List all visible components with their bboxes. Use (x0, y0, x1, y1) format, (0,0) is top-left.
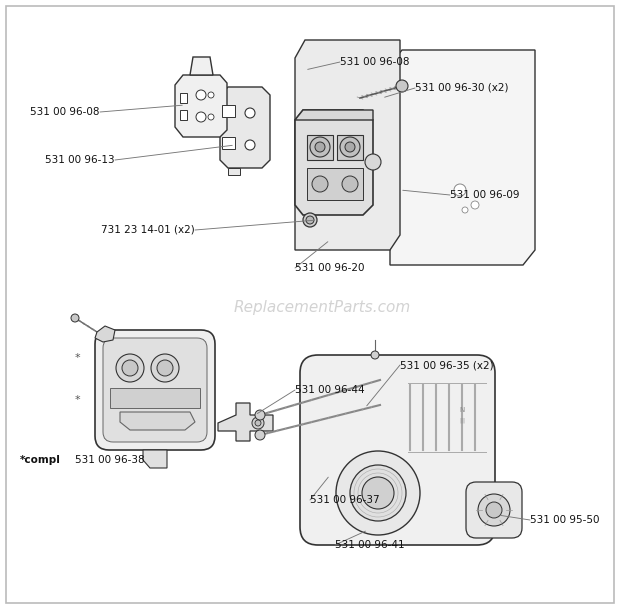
Circle shape (340, 137, 360, 157)
Polygon shape (220, 87, 270, 168)
Text: 531 00 96-20: 531 00 96-20 (295, 263, 365, 273)
Circle shape (306, 216, 314, 224)
Circle shape (255, 420, 261, 426)
Circle shape (310, 137, 330, 157)
Text: 531 00 95-50: 531 00 95-50 (530, 515, 600, 525)
Text: *: * (74, 353, 80, 363)
Polygon shape (222, 137, 235, 149)
FancyBboxPatch shape (466, 482, 522, 538)
Text: |||: ||| (459, 417, 465, 423)
Circle shape (486, 502, 502, 518)
Polygon shape (228, 168, 240, 175)
Text: 531 00 96-44: 531 00 96-44 (295, 385, 365, 395)
Text: ReplacementParts.com: ReplacementParts.com (234, 300, 411, 315)
Polygon shape (218, 403, 273, 441)
Circle shape (252, 417, 264, 429)
Circle shape (245, 140, 255, 150)
Circle shape (462, 207, 468, 213)
Text: 531 00 96-13: 531 00 96-13 (45, 155, 115, 165)
Text: 531 00 96-30 (x2): 531 00 96-30 (x2) (415, 83, 508, 93)
Circle shape (255, 430, 265, 440)
Circle shape (471, 201, 479, 209)
Circle shape (345, 142, 355, 152)
Text: 731 23 14-01 (x2): 731 23 14-01 (x2) (101, 225, 195, 235)
Polygon shape (337, 135, 363, 160)
Polygon shape (110, 388, 200, 408)
Text: *compl: *compl (20, 455, 61, 465)
Polygon shape (95, 326, 115, 342)
Polygon shape (295, 110, 373, 215)
Circle shape (116, 354, 144, 382)
Circle shape (71, 314, 79, 322)
Text: 531 00 96-09: 531 00 96-09 (450, 190, 520, 200)
Text: 531 00 96-37: 531 00 96-37 (310, 495, 379, 505)
Circle shape (342, 176, 358, 192)
Circle shape (396, 80, 408, 92)
Circle shape (196, 112, 206, 122)
Circle shape (312, 176, 328, 192)
Circle shape (208, 114, 214, 120)
Circle shape (255, 410, 265, 420)
Circle shape (478, 494, 510, 526)
Polygon shape (190, 57, 213, 75)
Circle shape (196, 90, 206, 100)
Polygon shape (307, 168, 363, 200)
Text: 531 00 96-41: 531 00 96-41 (335, 540, 405, 550)
Circle shape (157, 360, 173, 376)
FancyBboxPatch shape (95, 330, 215, 450)
Text: 531 00 96-38: 531 00 96-38 (75, 455, 144, 465)
Circle shape (245, 108, 255, 118)
Polygon shape (180, 93, 187, 103)
Circle shape (336, 451, 420, 535)
Circle shape (151, 354, 179, 382)
Circle shape (208, 92, 214, 98)
Circle shape (350, 465, 406, 521)
Polygon shape (307, 135, 333, 160)
FancyBboxPatch shape (300, 355, 495, 545)
Circle shape (315, 142, 325, 152)
Polygon shape (295, 40, 400, 250)
Text: 531 00 96-35 (x2): 531 00 96-35 (x2) (400, 360, 494, 370)
Text: 531 00 96-08: 531 00 96-08 (30, 107, 100, 117)
Polygon shape (222, 105, 235, 117)
Text: 531 00 96-08: 531 00 96-08 (340, 57, 409, 67)
Polygon shape (143, 450, 167, 468)
Polygon shape (120, 412, 195, 430)
Polygon shape (180, 110, 187, 120)
Polygon shape (295, 110, 373, 120)
Circle shape (303, 213, 317, 227)
Circle shape (122, 360, 138, 376)
FancyBboxPatch shape (103, 338, 207, 442)
Circle shape (454, 184, 466, 196)
Polygon shape (175, 75, 227, 137)
Circle shape (362, 477, 394, 509)
Text: *: * (74, 395, 80, 405)
Polygon shape (390, 50, 535, 265)
Text: N: N (459, 407, 464, 413)
Circle shape (365, 154, 381, 170)
Circle shape (371, 351, 379, 359)
